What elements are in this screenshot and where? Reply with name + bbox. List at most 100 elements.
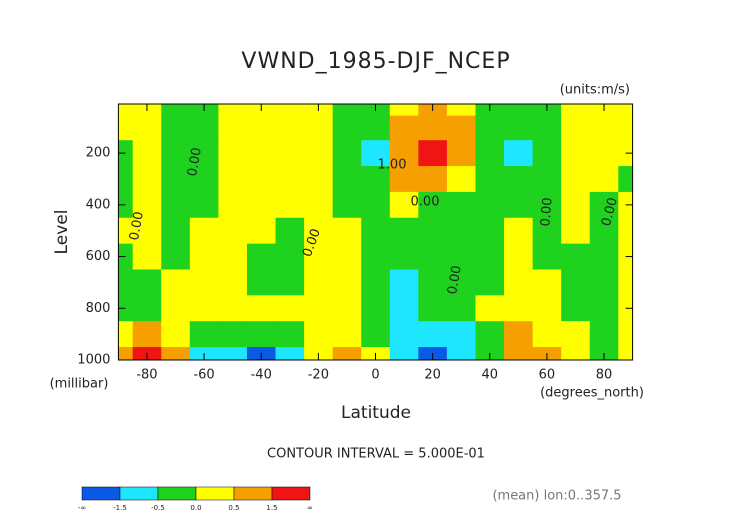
colorbar-label: -0.5 [151, 504, 165, 512]
contour-cell [475, 295, 505, 322]
units-label: (units:m/s) [560, 83, 630, 98]
contour-cell [475, 269, 505, 296]
contour-cell [132, 166, 162, 193]
contour-cell [561, 321, 591, 348]
contour-cell [418, 115, 448, 141]
contour-cell [389, 191, 419, 219]
contour-cell [532, 115, 562, 141]
contour-cell [218, 347, 248, 361]
contour-cell [389, 243, 419, 270]
colorbar-swatch [233, 486, 273, 501]
contour-cell [304, 191, 334, 219]
contour-cell [618, 347, 634, 361]
contour-cell [161, 321, 191, 348]
contour-cell [589, 321, 619, 348]
y-units: (millibar) [50, 377, 109, 392]
colorbar-label: ∞ [307, 504, 313, 512]
contour-cell [475, 217, 505, 245]
contour-cell [561, 191, 591, 219]
contour-cell [189, 295, 219, 322]
contour-cell [161, 217, 191, 245]
colorbar-label: -∞ [78, 504, 86, 512]
contour-cell [532, 295, 562, 322]
contour-cell [246, 269, 277, 296]
contour-cell [246, 115, 277, 141]
contour-cell [218, 104, 248, 117]
contour-cell [332, 295, 362, 322]
y-tick-label: 1000 [77, 353, 110, 368]
contour-cell [161, 166, 191, 193]
contour-cell [361, 295, 391, 322]
contour-cell [389, 321, 419, 348]
colorbar-swatch [195, 486, 235, 501]
contour-cell [246, 321, 277, 348]
contour-cell [118, 321, 134, 348]
contour-cell [561, 269, 591, 296]
y-tick-label: 600 [86, 249, 111, 264]
x-tick-label: 0 [371, 368, 379, 383]
contour-cell [504, 295, 534, 322]
contour-cell [446, 191, 476, 219]
contour-cell [332, 217, 362, 245]
contour-cell [161, 115, 191, 141]
contour-cell [561, 217, 591, 245]
contour-cell [304, 243, 334, 270]
contour-cell [189, 217, 219, 245]
contour-cell [304, 166, 334, 193]
contour-cell [218, 115, 248, 141]
chart-title: VWND_1985-DJF_NCEP [241, 49, 510, 74]
contour-cell [332, 321, 362, 348]
contour-cell [118, 295, 134, 322]
contour-cell [589, 269, 619, 296]
contour-cell [532, 166, 562, 193]
contour-cell [618, 321, 634, 348]
contour-cell [446, 295, 476, 322]
contour-cell [561, 295, 591, 322]
contour-cell [275, 321, 305, 348]
contour-cell [418, 321, 448, 348]
contour-cell [332, 140, 362, 167]
contour-cell [389, 115, 419, 141]
contour-cell [618, 115, 634, 141]
contour-label: 0.00 [599, 196, 621, 228]
contour-cell [246, 166, 277, 193]
contour-cell [618, 166, 634, 193]
contour-cell [161, 295, 191, 322]
contour-cell [504, 115, 534, 141]
contour-cell [618, 217, 634, 245]
contour-cell [332, 243, 362, 270]
x-tick-label: -40 [251, 368, 272, 383]
contour-cell [589, 115, 619, 141]
contour-cell [161, 104, 191, 117]
contour-label: 0.00 [445, 264, 465, 295]
contour-cell [218, 140, 248, 167]
x-tick-label: 80 [596, 368, 613, 383]
contour-cell [132, 191, 162, 219]
contour-cell [332, 191, 362, 219]
contour-cell [132, 140, 162, 167]
contour-cell [246, 243, 277, 270]
contour-label: 0.00 [411, 195, 440, 210]
contour-cell [304, 140, 334, 167]
contour-cell [475, 191, 505, 219]
contour-cell [446, 104, 476, 117]
contour-cell [161, 140, 191, 167]
contour-cell [389, 104, 419, 117]
contour-cell [446, 140, 476, 167]
contour-cell [275, 269, 305, 296]
contour-cell [218, 217, 248, 245]
contour-cell [389, 217, 419, 245]
contour-cell [218, 191, 248, 219]
contour-label: 0.00 [185, 146, 205, 177]
contour-cell [361, 243, 391, 270]
contour-cell [418, 191, 448, 219]
contour-cell [561, 115, 591, 141]
contour-cell [218, 295, 248, 322]
contour-cell [418, 166, 448, 193]
colorbar-swatch [157, 486, 197, 501]
contour-cell [389, 166, 419, 193]
contour-cell [418, 243, 448, 270]
colorbar-label: 1.5 [266, 504, 277, 512]
contour-cell [418, 217, 448, 245]
